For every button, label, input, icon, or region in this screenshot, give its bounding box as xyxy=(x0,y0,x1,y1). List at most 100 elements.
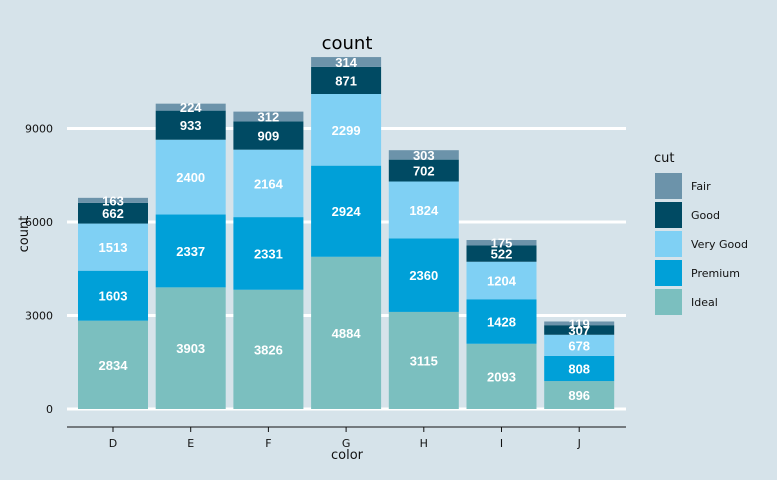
data-label: 312 xyxy=(258,109,280,124)
y-axis-title: count xyxy=(17,216,32,253)
y-axis-ticks: 0 3000 6000 9000 xyxy=(25,123,53,417)
legend-swatch-good xyxy=(655,202,682,228)
legend-label-premium: Premium xyxy=(691,267,740,280)
x-axis-ticks: D E F G H I J xyxy=(109,427,581,450)
legend-swatch-ideal xyxy=(655,289,682,315)
data-label: 163 xyxy=(102,193,124,208)
bar-F-premium xyxy=(233,217,304,290)
bar-D-very-good xyxy=(78,223,148,271)
bar-I-good xyxy=(466,245,537,262)
data-label: 1513 xyxy=(99,240,128,255)
y-tick-label: 0 xyxy=(46,403,53,416)
data-label: 2331 xyxy=(254,246,283,261)
y-tick-label: 3000 xyxy=(25,310,53,323)
bar-H-premium xyxy=(388,238,459,312)
data-label: 2400 xyxy=(176,170,205,185)
bar-D-good xyxy=(78,202,148,224)
bar-D-ideal xyxy=(78,320,148,409)
data-label: 933 xyxy=(180,118,202,133)
data-label: 307 xyxy=(568,323,590,338)
data-label: 3115 xyxy=(410,353,438,368)
bar-I-premium xyxy=(466,299,537,344)
bar-G-ideal xyxy=(311,256,382,409)
x-tick-label: H xyxy=(420,437,428,450)
data-label: 1824 xyxy=(409,203,439,218)
data-label: 314 xyxy=(335,55,357,70)
bar-D-premium xyxy=(78,270,148,321)
data-label: 3903 xyxy=(176,341,205,356)
data-label: 175 xyxy=(491,236,513,251)
legend-label-ideal: Ideal xyxy=(691,296,718,309)
data-label: 2924 xyxy=(332,204,362,219)
bar-E-ideal xyxy=(155,287,226,409)
data-label: 2093 xyxy=(487,369,516,384)
bar-E-very-good xyxy=(155,139,226,215)
bar-H-ideal xyxy=(388,311,459,409)
x-tick-label: E xyxy=(187,437,194,450)
bar-G-very-good xyxy=(311,93,382,166)
legend-swatch-very-good xyxy=(655,231,682,257)
data-label: 2337 xyxy=(176,244,205,259)
bar-E-good xyxy=(155,110,226,140)
bar-J-fair xyxy=(544,321,615,326)
data-label: 2299 xyxy=(332,123,361,138)
y-tick-label: 9000 xyxy=(25,123,53,136)
data-label: 2360 xyxy=(409,268,438,283)
bar-E-premium xyxy=(155,214,226,288)
legend-label-fair: Fair xyxy=(691,180,711,193)
x-tick-label: I xyxy=(500,437,503,450)
legend-swatch-fair xyxy=(655,173,682,199)
x-tick-label: J xyxy=(577,437,581,450)
bar-F-fair xyxy=(233,111,304,122)
x-tick-label: F xyxy=(265,437,271,450)
legend-swatch-premium xyxy=(655,260,682,286)
data-label: 303 xyxy=(413,148,435,163)
data-label: 896 xyxy=(568,388,590,403)
data-label: 2834 xyxy=(99,358,129,373)
bars xyxy=(78,57,615,409)
bar-G-premium xyxy=(311,165,382,257)
data-label: 1428 xyxy=(487,315,516,330)
data-label: 702 xyxy=(413,164,435,179)
data-label: 1204 xyxy=(487,273,517,288)
bar-H-very-good xyxy=(388,181,459,239)
legend-title: cut xyxy=(654,151,674,166)
bar-D-fair xyxy=(78,197,148,203)
bar-J-premium xyxy=(544,355,615,382)
data-label: 2164 xyxy=(254,176,284,191)
bar-I-very-good xyxy=(466,261,537,300)
x-axis-title: color xyxy=(331,448,364,463)
bar-G-good xyxy=(311,66,382,94)
bar-J-very-good xyxy=(544,334,615,356)
bar-I-ideal xyxy=(466,343,537,409)
bar-F-good xyxy=(233,121,304,150)
data-label: 3826 xyxy=(254,342,283,357)
legend: cut Fair Good Very Good Premium Ideal xyxy=(654,151,748,315)
legend-label-very-good: Very Good xyxy=(691,238,748,251)
bar-H-good xyxy=(388,159,459,182)
bar-F-very-good xyxy=(233,149,304,218)
data-label: 909 xyxy=(258,128,280,143)
bar-E-fair xyxy=(155,103,226,111)
data-label: 119 xyxy=(569,316,590,331)
data-label: 1603 xyxy=(99,289,128,304)
data-label: 808 xyxy=(568,361,590,376)
data-label: 224 xyxy=(180,100,202,115)
chart-title: count xyxy=(322,33,373,54)
data-label: 662 xyxy=(102,206,124,221)
bar-J-ideal xyxy=(544,381,615,409)
bar-J-good xyxy=(544,325,615,335)
data-label: 522 xyxy=(491,247,513,262)
bar-I-fair xyxy=(466,240,537,246)
x-tick-label: D xyxy=(109,437,117,450)
data-label: 678 xyxy=(568,338,590,353)
bar-F-ideal xyxy=(233,289,304,409)
data-label: 4884 xyxy=(332,326,362,341)
x-tick-label: G xyxy=(342,437,351,450)
y-tick-label: 6000 xyxy=(25,216,53,229)
bar-H-fair xyxy=(388,150,459,160)
data-label: 871 xyxy=(335,73,357,88)
bar-G-fair xyxy=(311,57,382,67)
